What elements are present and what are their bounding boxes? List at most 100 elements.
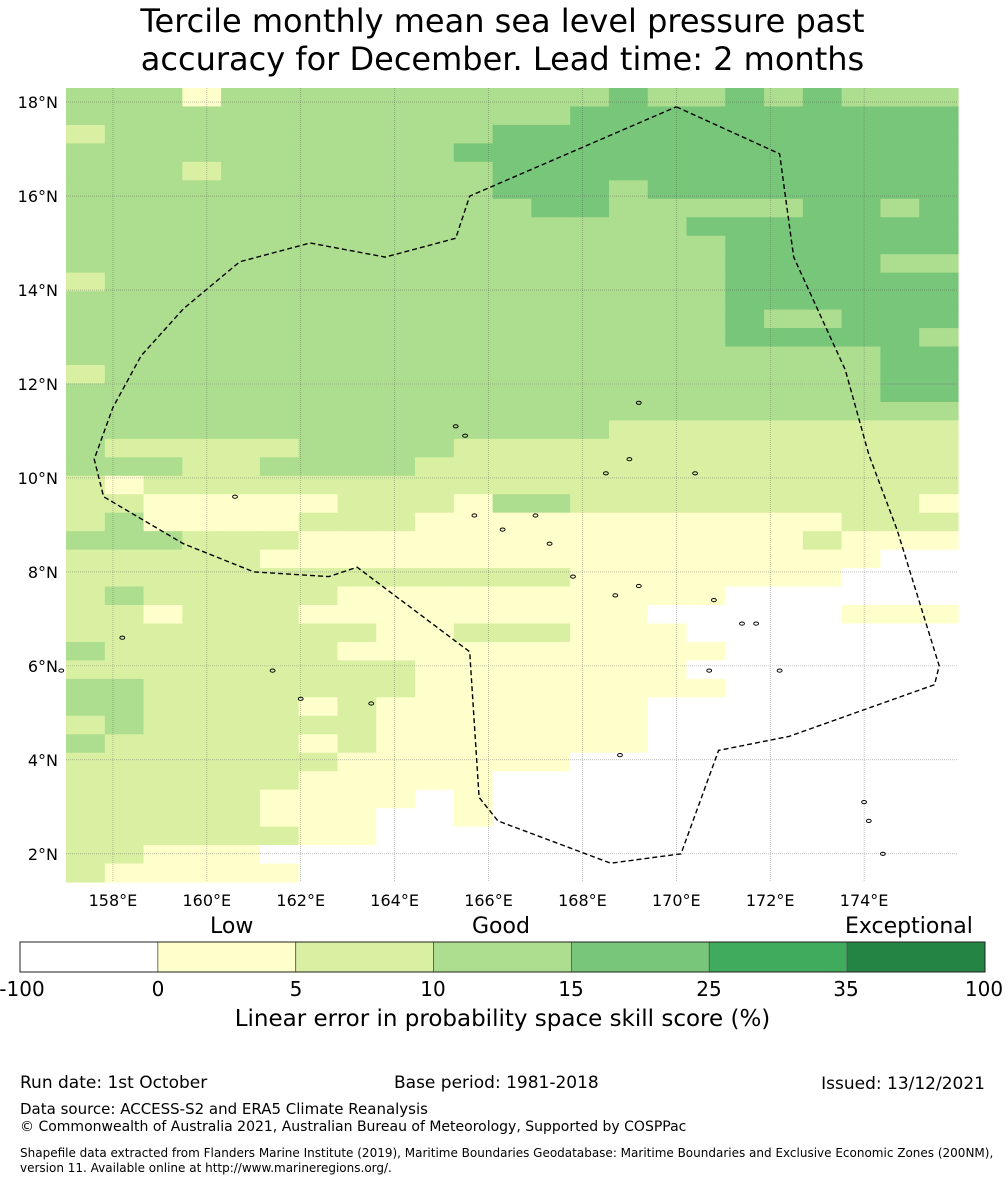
skill-cell: [919, 328, 959, 348]
skill-cell: [802, 291, 843, 311]
skill-cell: [492, 734, 532, 754]
skill-cell: [492, 512, 532, 532]
skill-cell: [337, 235, 377, 255]
island-outline: [119, 635, 126, 640]
skill-cell: [531, 88, 571, 108]
skill-cell: [182, 568, 222, 588]
skill-cell: [182, 641, 222, 662]
skill-cell: [143, 531, 183, 551]
skill-cell: [66, 106, 106, 126]
skill-cell: [298, 512, 339, 532]
skill-cell: [647, 512, 688, 532]
skill-cell: [104, 734, 145, 754]
skill-cell: [725, 715, 765, 735]
skill-cell: [492, 623, 532, 643]
colorbar-category-good: Good: [472, 914, 530, 939]
skill-cell: [919, 863, 959, 883]
skill-cell: [259, 789, 300, 809]
x-tick-label: 168°E: [558, 891, 607, 910]
skill-cell: [570, 272, 610, 292]
skill-cell: [221, 678, 261, 698]
skill-cell: [880, 106, 920, 126]
skill-cell: [764, 771, 804, 791]
skill-cell: [608, 549, 649, 569]
skill-cell: [686, 494, 726, 514]
island-outline: [692, 471, 698, 476]
skill-cell: [415, 124, 455, 144]
skill-cell: [880, 198, 920, 218]
skill-cell: [725, 641, 765, 662]
skill-cell: [764, 605, 804, 625]
skill-cell: [686, 254, 726, 274]
skill-cell: [221, 623, 261, 643]
skill-cell: [376, 512, 416, 532]
skill-cell: [880, 235, 920, 255]
skill-cell: [453, 512, 494, 532]
skill-cell: [143, 235, 183, 255]
skill-cell: [725, 328, 765, 348]
skill-cell: [647, 808, 688, 828]
skill-cell: [221, 88, 261, 108]
skill-cell: [492, 401, 532, 421]
skill-cell: [608, 697, 649, 717]
title-line-2: accuracy for December. Lead time: 2 mont…: [140, 40, 865, 78]
skill-cell: [764, 623, 804, 643]
skill-cell: [182, 475, 222, 495]
skill-cell: [453, 826, 494, 846]
skill-cell: [725, 789, 765, 809]
skill-cell: [298, 106, 339, 126]
skill-cell: [337, 328, 377, 348]
skill-cell: [725, 346, 765, 366]
colorbar-tick: 25: [696, 977, 722, 1001]
skill-cell: [608, 568, 649, 588]
skill-cell: [337, 291, 377, 311]
skill-cell: [376, 401, 416, 421]
skill-cell: [104, 715, 145, 735]
skill-cell: [841, 309, 882, 329]
skill-cell: [608, 124, 649, 144]
skill-cell: [608, 512, 649, 532]
skill-cell: [298, 845, 339, 865]
base-period: Base period: 1981-2018: [394, 1073, 599, 1093]
skill-cell: [259, 124, 300, 144]
skill-cell: [221, 771, 261, 791]
skill-cell: [337, 198, 377, 218]
skill-cell: [143, 401, 183, 421]
skill-cell: [221, 143, 261, 163]
x-tick-label: 166°E: [464, 891, 513, 910]
skill-cell: [337, 549, 377, 569]
skill-cell: [66, 383, 106, 403]
skill-cell: [376, 623, 416, 643]
skill-cell: [725, 568, 765, 588]
skill-cell: [143, 383, 183, 403]
skill-cell: [919, 438, 959, 458]
skill-cell: [298, 678, 339, 698]
skill-cell: [298, 826, 339, 846]
skill-cell: [647, 531, 688, 551]
skill-cell: [841, 457, 882, 477]
skill-cell: [647, 494, 688, 514]
skill-cell: [531, 605, 571, 625]
skill-cell: [802, 383, 843, 403]
skill-cell: [531, 364, 571, 385]
skill-cell: [919, 826, 959, 846]
x-tick-label: 170°E: [652, 891, 701, 910]
skill-cell: [453, 383, 494, 403]
skill-cell: [143, 586, 183, 606]
skill-cell: [686, 678, 726, 698]
skill-cell: [298, 789, 339, 809]
skill-cell: [221, 789, 261, 809]
skill-cell: [182, 254, 222, 274]
run-date: Run date: 1st October: [20, 1073, 208, 1093]
skill-cell: [802, 715, 843, 735]
skill-cell: [686, 161, 726, 181]
skill-cell: [298, 346, 339, 366]
skill-cell: [104, 328, 145, 348]
skill-cell: [880, 623, 920, 643]
colorbar-category-low: Low: [210, 914, 254, 939]
skill-cell: [841, 180, 882, 200]
skill-cell: [66, 789, 106, 809]
skill-cell: [221, 328, 261, 348]
island-outline: [570, 574, 576, 579]
skill-cell: [376, 494, 416, 514]
